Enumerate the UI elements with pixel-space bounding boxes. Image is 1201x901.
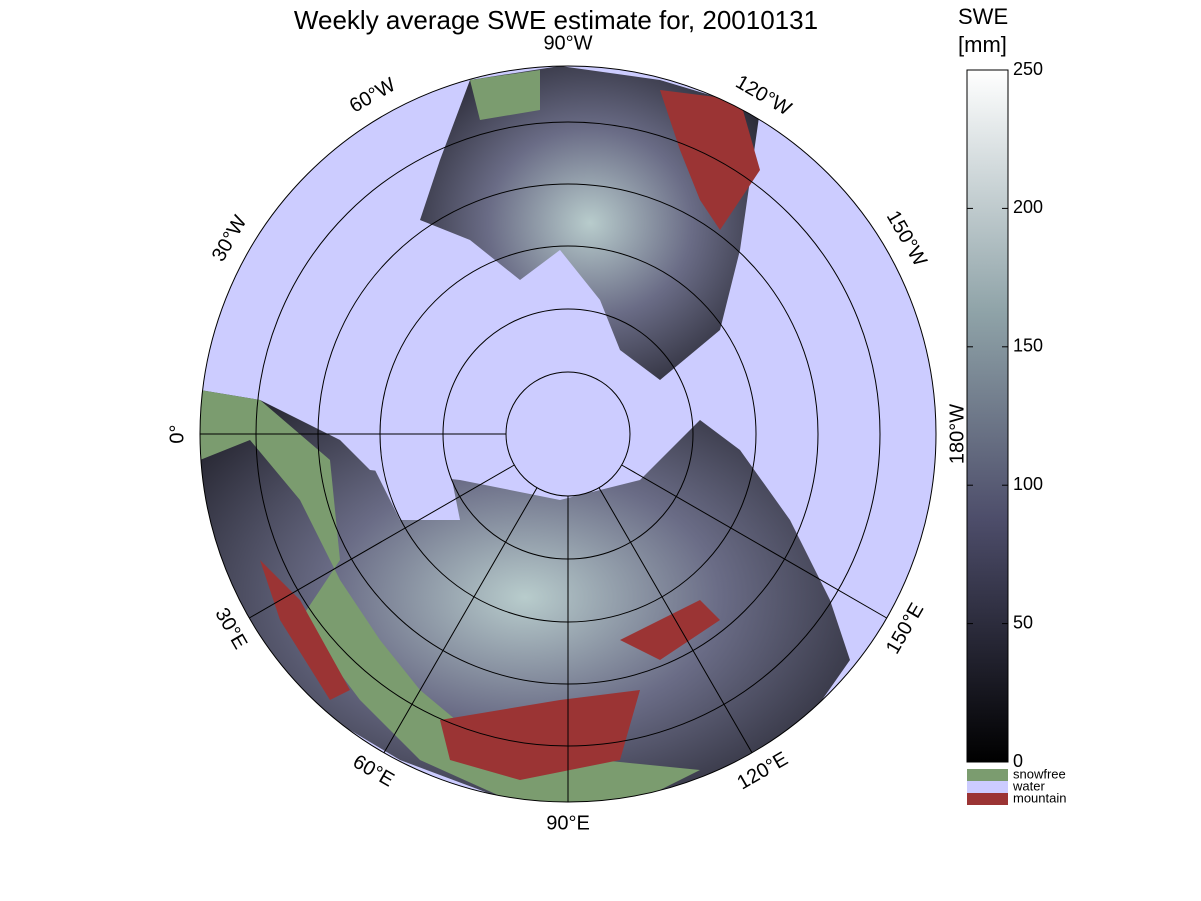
meridian	[383, 487, 538, 753]
map-frame	[199, 65, 937, 803]
meridian	[249, 464, 515, 619]
longitude-label: 0°	[166, 424, 188, 443]
colorbar-tick-label: 0	[1013, 751, 1023, 771]
legend-swatch	[967, 769, 1008, 781]
meridian	[598, 487, 753, 753]
colorbar-tick-label: 200	[1013, 197, 1043, 217]
colorbar-tick-label: 150	[1013, 336, 1043, 356]
legend-label: water	[1012, 778, 1045, 793]
longitude-label: 90°E	[546, 812, 590, 834]
legend-swatch	[967, 793, 1008, 805]
map-title: Weekly average SWE estimate for, 2001013…	[294, 5, 818, 35]
legend-label: snowfree	[1013, 766, 1066, 781]
longitude-label: 180°W	[946, 404, 968, 464]
colorbar-label: [mm]	[958, 32, 1007, 57]
snowfree-area	[470, 70, 540, 120]
legend-label: mountain	[1013, 790, 1066, 805]
colorbar	[966, 69, 1009, 763]
meridian	[621, 464, 887, 619]
colorbar-tick-label: 50	[1013, 612, 1033, 632]
colorbar-label: SWE	[958, 4, 1008, 29]
colorbar-tick-label: 100	[1013, 474, 1043, 494]
mountain-area	[260, 560, 720, 780]
mountain-area	[660, 90, 760, 230]
colorbar-tick-label: 250	[1013, 59, 1043, 79]
north-america	[420, 66, 760, 380]
longitude-label: 90°W	[543, 32, 592, 54]
legend-swatch	[967, 781, 1008, 793]
map	[200, 66, 936, 802]
lake	[370, 460, 460, 520]
